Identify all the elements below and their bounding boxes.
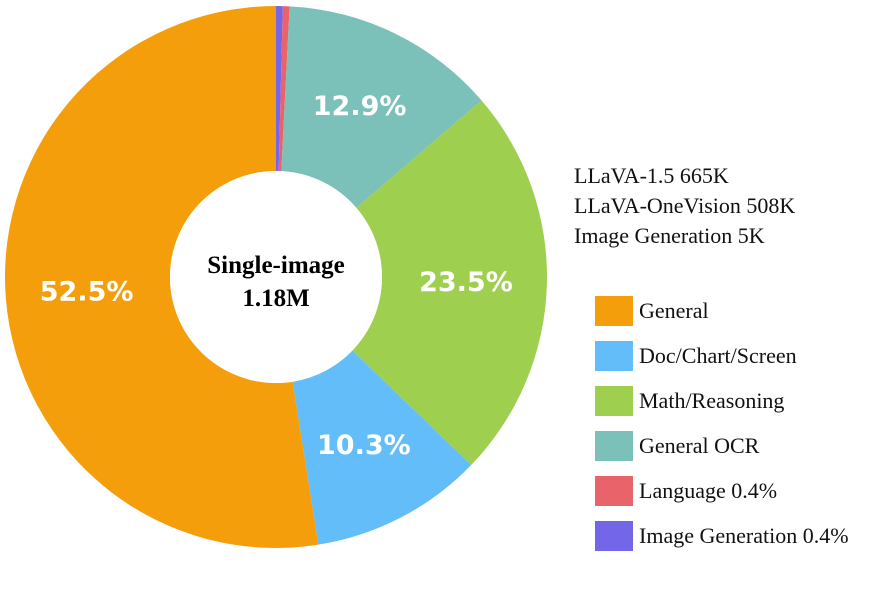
donut-hole	[170, 171, 382, 383]
legend-label: General	[639, 298, 709, 323]
legend-swatch	[595, 296, 633, 326]
legend-item-image-generation: Image Generation 0.4%	[595, 521, 849, 551]
slice-label: 10.3%	[317, 430, 411, 461]
legend-swatch	[595, 386, 633, 416]
legend-item-math-reasoning: Math/Reasoning	[595, 386, 849, 416]
slice-language	[278, 6, 290, 172]
slice-labels: 12.9% 23.5% 10.3% 52.5%	[40, 91, 513, 461]
legend-item-general: General	[595, 296, 849, 326]
slice-math-reasoning	[352, 100, 547, 465]
center-label-value: 1.18M	[242, 285, 309, 312]
legend-swatch	[595, 431, 633, 461]
legend-label: Image Generation 0.4%	[639, 523, 849, 548]
slice-label: 12.9%	[313, 91, 407, 122]
slice-general-ocr	[281, 6, 482, 208]
source-line: LLaVA-1.5 665K	[574, 163, 729, 188]
slice-general	[4, 6, 319, 548]
slice-label: 52.5%	[40, 276, 134, 307]
legend-label: Language 0.4%	[639, 478, 778, 503]
legend-label: Math/Reasoning	[639, 388, 785, 413]
slice-doc-chart-screen	[292, 350, 472, 545]
source-line: Image Generation 5K	[574, 223, 765, 248]
legend-swatch	[595, 341, 633, 371]
legend-item-general-ocr: General OCR	[595, 431, 849, 461]
legend-item-doc-chart-screen: Doc/Chart/Screen	[595, 341, 849, 371]
slice-label: 23.5%	[419, 267, 513, 298]
center-label-title: Single-image	[207, 252, 345, 279]
legend-label: General OCR	[639, 433, 760, 458]
donut-chart: 12.9% 23.5% 10.3% 52.5% Single-image 1.18M	[4, 6, 547, 548]
legend-item-language: Language 0.4%	[595, 476, 849, 506]
source-line: LLaVA-OneVision 508K	[574, 193, 796, 218]
donut-slices	[4, 6, 547, 548]
legend-swatch	[595, 476, 633, 506]
legend-label: Doc/Chart/Screen	[639, 343, 797, 368]
data-sources: LLaVA-1.5 665K LLaVA-OneVision 508K Imag…	[574, 161, 795, 251]
legend: General Doc/Chart/Screen Math/Reasoning …	[595, 296, 849, 566]
legend-swatch	[595, 521, 633, 551]
slice-image-generation	[276, 6, 283, 172]
